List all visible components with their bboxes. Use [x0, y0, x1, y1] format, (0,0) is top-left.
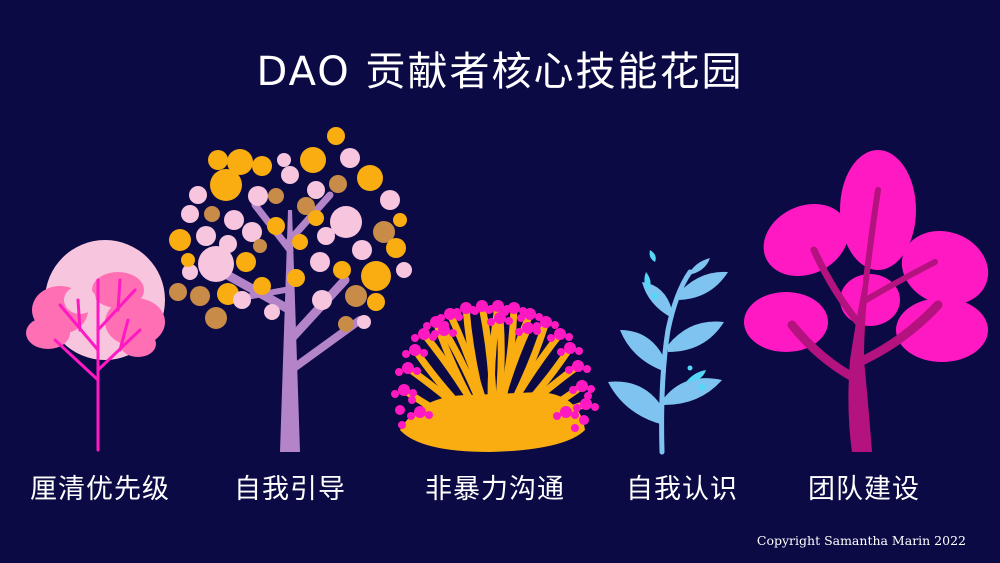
magenta-tree-icon [744, 150, 989, 452]
pink-tree-icon [26, 240, 165, 452]
label-team-building: 团队建设 [808, 474, 920, 505]
copyright-notice: Copyright Samantha Marin 2022 [756, 533, 966, 548]
label-self-leadership: 自我引导 [234, 474, 346, 505]
label-nonviolent-communication: 非暴力沟通 [425, 474, 565, 505]
blue-sprout-icon [608, 250, 728, 455]
label-prioritization: 厘清优先级 [30, 474, 170, 505]
bubble-tree-icon [169, 127, 412, 452]
page-title: DAO 贡献者核心技能花园 [256, 49, 744, 95]
label-self-awareness: 自我认识 [626, 474, 738, 505]
yellow-bush-icon [391, 300, 599, 452]
